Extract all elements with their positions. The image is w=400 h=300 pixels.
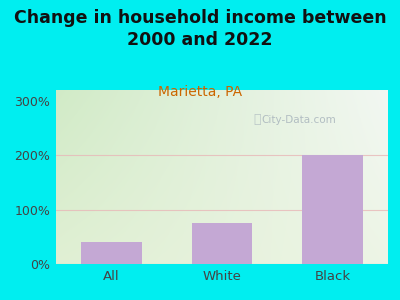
Text: Change in household income between
2000 and 2022: Change in household income between 2000 … (14, 9, 386, 49)
Text: ⦿: ⦿ (253, 113, 261, 126)
Bar (302, 155, 363, 264)
Text: Marietta, PA: Marietta, PA (158, 85, 242, 100)
Bar (192, 223, 252, 264)
Bar (81, 242, 142, 264)
Text: City-Data.com: City-Data.com (261, 115, 336, 124)
